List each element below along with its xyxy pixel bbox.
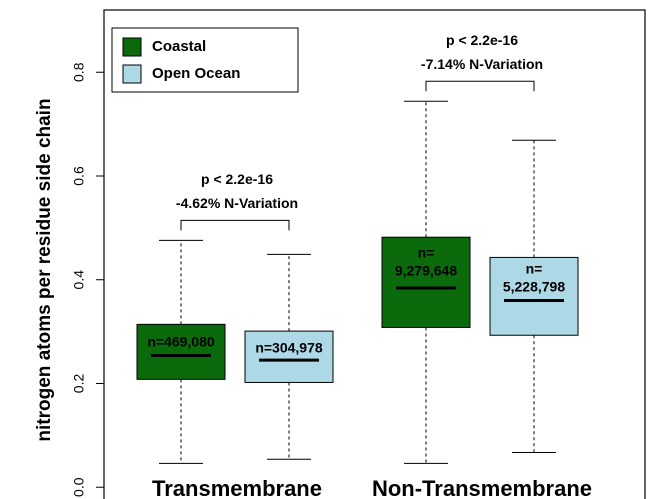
y-tick-label: 0.4 xyxy=(71,270,87,290)
box-label: 9,279,648 xyxy=(395,262,457,278)
legend-swatch xyxy=(122,37,142,57)
x-tick-label: Transmembrane xyxy=(152,476,322,499)
legend-label: Coastal xyxy=(152,38,206,55)
box-label: n=304,978 xyxy=(255,339,323,355)
y-tick-label: 0.6 xyxy=(71,166,87,186)
annotation: p < 2.2e-16 xyxy=(201,171,273,187)
legend-box xyxy=(111,27,299,93)
box-label: n= xyxy=(418,244,435,260)
box-label: n=469,080 xyxy=(147,334,215,350)
bracket xyxy=(180,219,290,231)
plot-frame xyxy=(103,9,646,499)
legend-label: Open Ocean xyxy=(152,65,240,82)
box xyxy=(244,330,334,383)
y-tick-label: 0.2 xyxy=(71,374,87,394)
annotation: p < 2.2e-16 xyxy=(446,32,518,48)
legend-swatch xyxy=(122,64,142,84)
annotation: -7.14% N-Variation xyxy=(421,56,543,72)
y-axis-label: nitrogen atoms per residue side chain xyxy=(34,98,55,441)
box xyxy=(136,323,226,380)
box xyxy=(489,256,579,336)
x-tick-label: Non-Transmembrane xyxy=(372,476,592,499)
box-label: 5,228,798 xyxy=(503,279,565,295)
y-tick-label: 0.0 xyxy=(71,477,87,497)
box xyxy=(381,236,471,328)
y-tick-label: 0.8 xyxy=(71,62,87,82)
annotation: -4.62% N-Variation xyxy=(176,195,298,211)
bracket xyxy=(425,80,535,92)
box-label: n= xyxy=(526,261,543,277)
